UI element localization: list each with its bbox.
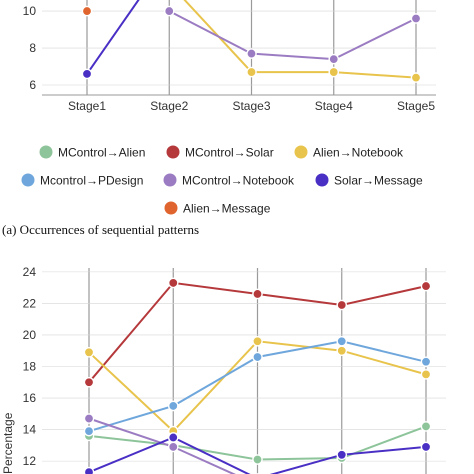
bottom-data-point — [336, 299, 348, 311]
legend-swatch — [163, 173, 177, 187]
legend-item-label: Alien→Notebook — [313, 146, 404, 160]
legend-item-label: Alien→Message — [183, 202, 271, 216]
top-chart: 6 8 10 Stage1 Stage2 Stage3 Stage4 Stage5 — [23, 0, 436, 113]
legend-swatch — [164, 201, 178, 215]
top-series-group — [81, 0, 422, 83]
top-data-point — [81, 5, 93, 17]
top-data-point — [246, 66, 257, 78]
top-data-point — [81, 68, 93, 80]
top-x-tick-label: Stage3 — [232, 99, 270, 113]
bottom-data-point — [167, 441, 179, 453]
bottom-y-tick-label: 18 — [23, 360, 37, 374]
bottom-data-point — [83, 466, 95, 474]
bottom-data-point — [252, 288, 263, 300]
top-data-point — [328, 66, 340, 78]
legend-item-label: Mcontrol→PDesign — [40, 174, 143, 188]
bottom-data-point — [83, 347, 95, 358]
bottom-data-point — [83, 425, 95, 437]
bottom-data-point — [167, 277, 179, 289]
bottom-data-point — [167, 400, 179, 412]
bottom-data-point — [420, 280, 432, 292]
bottom-data-point — [252, 454, 263, 465]
legend-item-label: MControl→Notebook — [182, 174, 295, 188]
top-data-point — [246, 48, 257, 59]
legend-swatch — [315, 173, 329, 187]
bottom-data-point — [167, 432, 179, 443]
legend-item-label: MControl→Solar — [185, 146, 274, 160]
bottom-series-line — [88, 436, 427, 474]
bottom-y-tick-label: 22 — [23, 296, 37, 310]
legend-swatch — [294, 145, 308, 159]
bottom-data-point — [83, 413, 95, 424]
figure-caption: (a) Occurrences of sequential patterns — [2, 222, 199, 237]
bottom-y-tick-label: 12 — [23, 454, 37, 468]
bottom-y-tick-label: 24 — [23, 265, 37, 279]
top-series-line — [86, 0, 140, 75]
legend-item-label: Solar→Message — [334, 174, 423, 188]
top-y-tick-label: 10 — [23, 4, 37, 18]
top-y-tick-label: 8 — [29, 41, 36, 55]
bottom-data-point — [336, 345, 348, 357]
top-data-point — [410, 72, 422, 83]
y-axis-label: Percentage — [1, 412, 15, 474]
bottom-y-tick-label: 16 — [23, 391, 37, 405]
top-series-line — [168, 10, 417, 61]
bottom-data-point — [420, 441, 432, 453]
bottom-data-point — [420, 369, 432, 380]
top-y-tick-label: 6 — [29, 78, 36, 92]
bottom-data-point — [83, 376, 95, 388]
top-x-tick-label: Stage2 — [150, 99, 188, 113]
bottom-chart: 12 14 16 18 20 22 24 — [23, 265, 446, 474]
top-data-point — [410, 13, 422, 24]
top-series-line — [183, 0, 417, 79]
legend-item-label: MControl→Alien — [58, 146, 145, 160]
top-data-point — [163, 5, 175, 17]
top-data-point — [328, 53, 340, 65]
legend-swatch — [39, 145, 53, 159]
bottom-data-point — [336, 449, 348, 461]
legend: MControl→Alien MControl→Solar Alien→Notebo… — [21, 145, 423, 216]
bottom-data-point — [252, 351, 263, 363]
bottom-data-point — [252, 335, 263, 347]
top-x-tick-label: Stage5 — [397, 99, 435, 113]
top-x-tick-label: Stage4 — [315, 99, 353, 113]
bottom-data-point — [336, 335, 348, 347]
bottom-series-group — [83, 277, 432, 474]
legend-swatch — [21, 173, 35, 187]
bottom-data-point — [420, 421, 432, 432]
bottom-y-tick-label: 20 — [23, 328, 37, 342]
top-x-tick-label: Stage1 — [68, 99, 106, 113]
bottom-data-point — [420, 356, 432, 368]
bottom-y-tick-label: 14 — [23, 423, 37, 437]
legend-swatch — [166, 145, 180, 159]
